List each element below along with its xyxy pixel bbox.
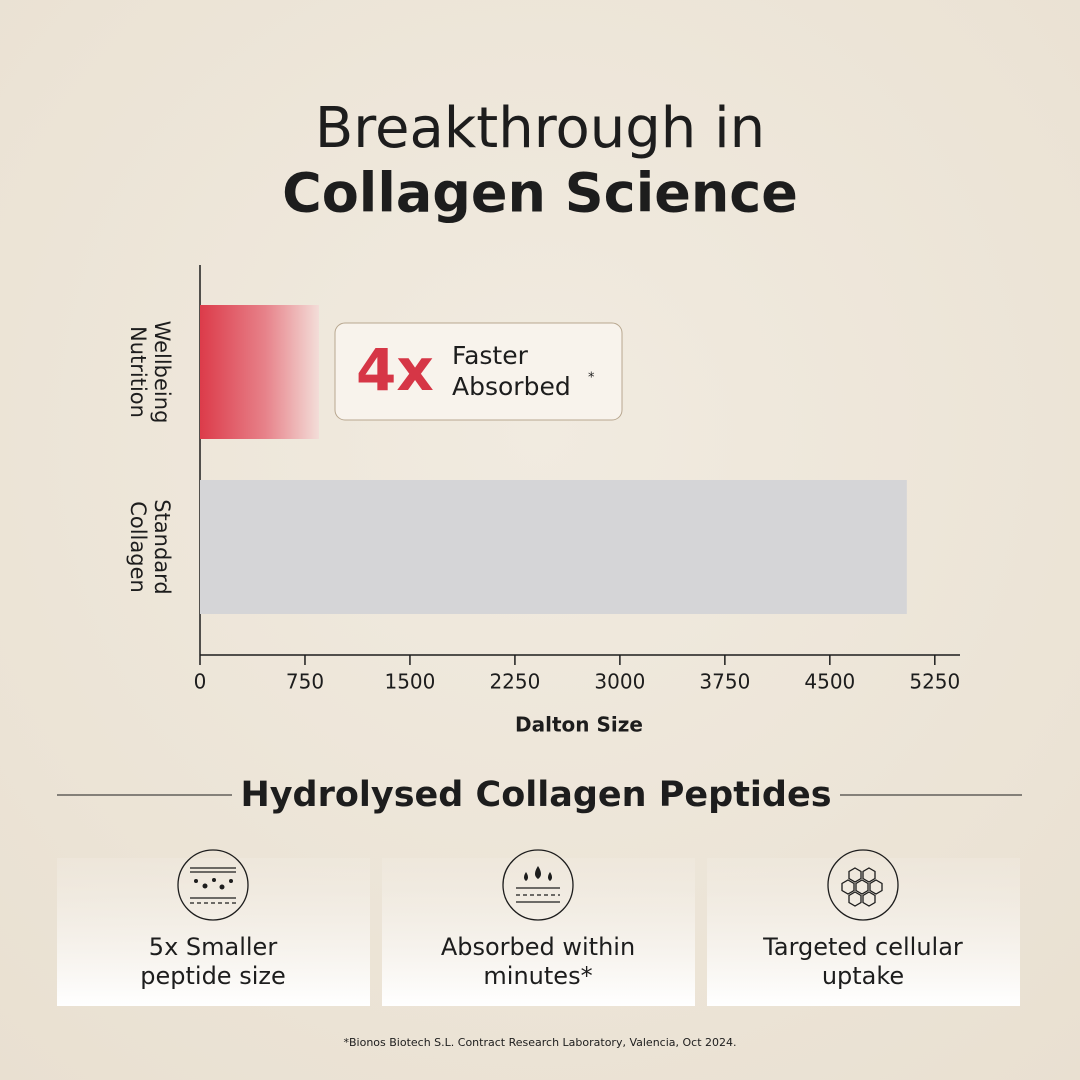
annotation-mark: *: [588, 371, 595, 386]
x-tick-label: 0: [194, 670, 207, 694]
x-tick-label: 1500: [384, 670, 435, 694]
annotation-line: Faster: [452, 341, 529, 370]
y-tick-label: Standard Collagen: [126, 499, 174, 595]
x-tick-label: 3750: [699, 670, 750, 694]
feature-text: Absorbed within: [441, 933, 635, 961]
bar: [200, 305, 319, 439]
feature-card: [382, 858, 695, 1006]
x-axis-label: Dalton Size: [515, 713, 643, 737]
x-tick-label: 5250: [909, 670, 960, 694]
title-bold: Collagen Science: [282, 162, 798, 225]
feature-card: [707, 858, 1020, 1006]
annotation-box: [334, 322, 623, 421]
feature-text: 5x Smaller: [149, 933, 278, 961]
bar: [200, 480, 907, 614]
title-light: Breakthrough in: [315, 96, 765, 161]
x-tick-label: 3000: [594, 670, 645, 694]
x-tick-label: 4500: [804, 670, 855, 694]
annotation-line: Absorbed: [452, 372, 571, 401]
feature-card: [57, 858, 370, 1006]
feature-text: Targeted cellular: [762, 933, 963, 961]
section-title: Hydrolysed Collagen Peptides: [240, 775, 831, 815]
annotation-big: 4x: [356, 336, 434, 404]
y-tick-label: Wellbeing Nutrition: [126, 320, 174, 424]
x-tick-label: 750: [286, 670, 324, 694]
feature-text: peptide size: [140, 962, 285, 990]
footnote: *Bionos Biotech S.L. Contract Research L…: [343, 1036, 736, 1049]
feature-text: uptake: [822, 962, 904, 990]
x-tick-label: 2250: [489, 670, 540, 694]
icon: [177, 849, 899, 921]
feature-text: minutes*: [483, 962, 592, 990]
